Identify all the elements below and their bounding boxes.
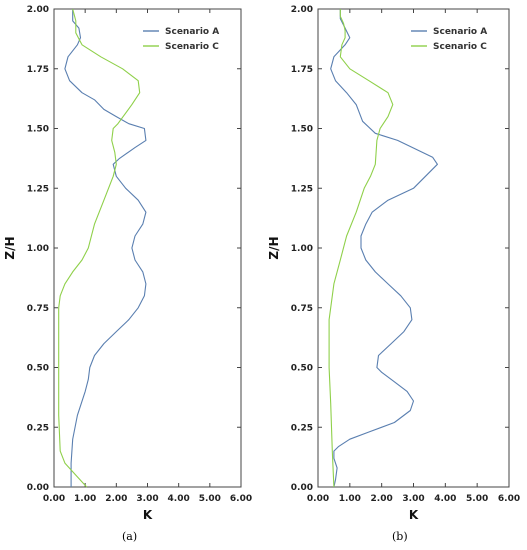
x-tick-label: 6.00 [498,494,520,504]
panel-a: 0.00 1.00 2.00 3.00 4.00 5.00 6.00 0.00 0.25 0.50… [3,5,252,522]
y-tick-label: 0.75 [291,304,313,314]
plot-frame [53,8,242,488]
y-tick-label: 1.50 [291,125,313,135]
series-line-scenario-c [58,8,141,488]
y-tick-label: 1.00 [291,244,313,254]
x-tick-label: 1.00 [339,494,361,504]
x-tick-label: 0.00 [307,494,329,504]
series-line-scenario-a [330,9,438,488]
y-tick-label: 0.25 [27,423,49,433]
x-tick-label: 3.00 [136,494,158,504]
y-axis-label: Z/H [3,236,17,259]
panel-label-b: (b) [392,530,408,543]
y-tick-label: 1.50 [27,125,49,135]
legend-label: Scenario C [165,42,219,52]
panel-b: 0.00 1.00 2.00 3.00 4.00 5.00 6.00 0.00 0.25 0.50… [267,5,520,522]
x-axis-label: K [143,508,153,522]
x-tick-label: 2.00 [105,494,127,504]
x-tick-label: 6.00 [230,494,252,504]
series-line-scenario-c [328,9,394,488]
y-tick-label: 1.25 [291,184,313,194]
y-tick-label: 1.00 [27,244,49,254]
series-line-scenario-a [64,9,147,487]
y-tick-label: 1.25 [27,184,49,194]
panel-label-a: (a) [122,530,138,543]
x-axis-label: K [409,508,419,522]
y-tick-label: 2.00 [27,5,49,15]
y-tick-label: 0.25 [291,423,313,433]
y-tick-label: 0.50 [291,364,313,374]
y-tick-label: 1.75 [291,65,313,75]
plot-frame [317,8,510,488]
x-tick-label: 4.00 [168,494,190,504]
x-tick-label: 1.00 [74,494,96,504]
x-tick-label: 5.00 [199,494,221,504]
x-tick-label: 5.00 [466,494,488,504]
legend-label: Scenario A [433,27,487,37]
x-tick-label: 2.00 [371,494,393,504]
y-axis-label: Z/H [267,236,281,259]
y-tick-label: 0.00 [27,483,49,493]
legend-label: Scenario A [165,27,219,37]
y-tick-label: 2.00 [291,5,313,15]
x-tick-label: 3.00 [402,494,424,504]
y-tick-label: 1.75 [27,65,49,75]
y-tick-label: 0.50 [27,364,49,374]
y-tick-label: 0.00 [291,483,313,493]
y-tick-label: 0.75 [27,304,49,314]
legend-label: Scenario C [433,42,487,52]
x-tick-label: 0.00 [43,494,65,504]
x-tick-label: 4.00 [434,494,456,504]
